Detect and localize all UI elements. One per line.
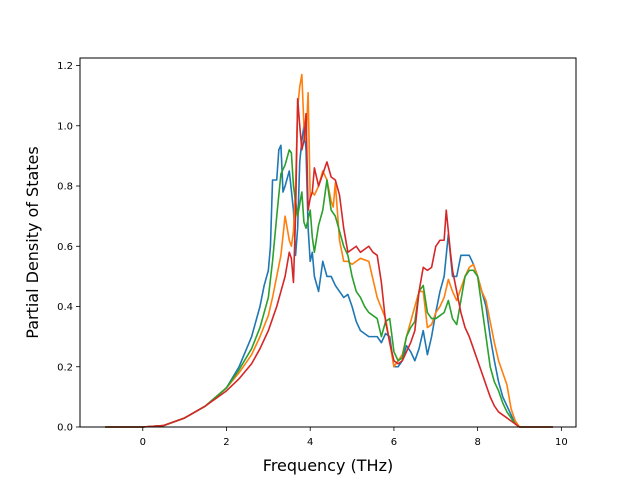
series-line-1 — [105, 124, 553, 428]
y-tick-label: 0.2 — [57, 362, 73, 373]
series-line-3 — [105, 149, 553, 428]
x-tick-label: 10 — [555, 437, 568, 448]
y-tick-label: 1.0 — [57, 121, 73, 132]
x-tick-label: 4 — [307, 437, 313, 448]
y-tick-label: 0.8 — [57, 182, 73, 193]
x-axis-title: Frequency (THz) — [263, 456, 393, 475]
x-tick-label: 8 — [474, 437, 480, 448]
y-axis-title: Partial Density of States — [23, 146, 42, 338]
x-tick-label: 6 — [391, 437, 397, 448]
x-tick-label: 0 — [140, 437, 146, 448]
y-axis: 0.0 0.2 0.4 0.6 0.8 1.0 1.2 — [57, 61, 80, 434]
plot-background — [80, 58, 576, 427]
plot-frame — [79, 57, 577, 428]
y-tick-label: 0.4 — [57, 302, 73, 313]
series-layer — [105, 73, 553, 428]
series-line-2 — [105, 73, 553, 428]
x-axis: 0 2 4 6 8 10 — [140, 427, 568, 448]
series-line-4 — [105, 97, 553, 428]
y-tick-label: 0.6 — [57, 242, 73, 253]
y-tick-label: 0.0 — [57, 423, 73, 434]
y-tick-label: 1.2 — [57, 61, 73, 72]
x-tick-label: 2 — [223, 437, 229, 448]
